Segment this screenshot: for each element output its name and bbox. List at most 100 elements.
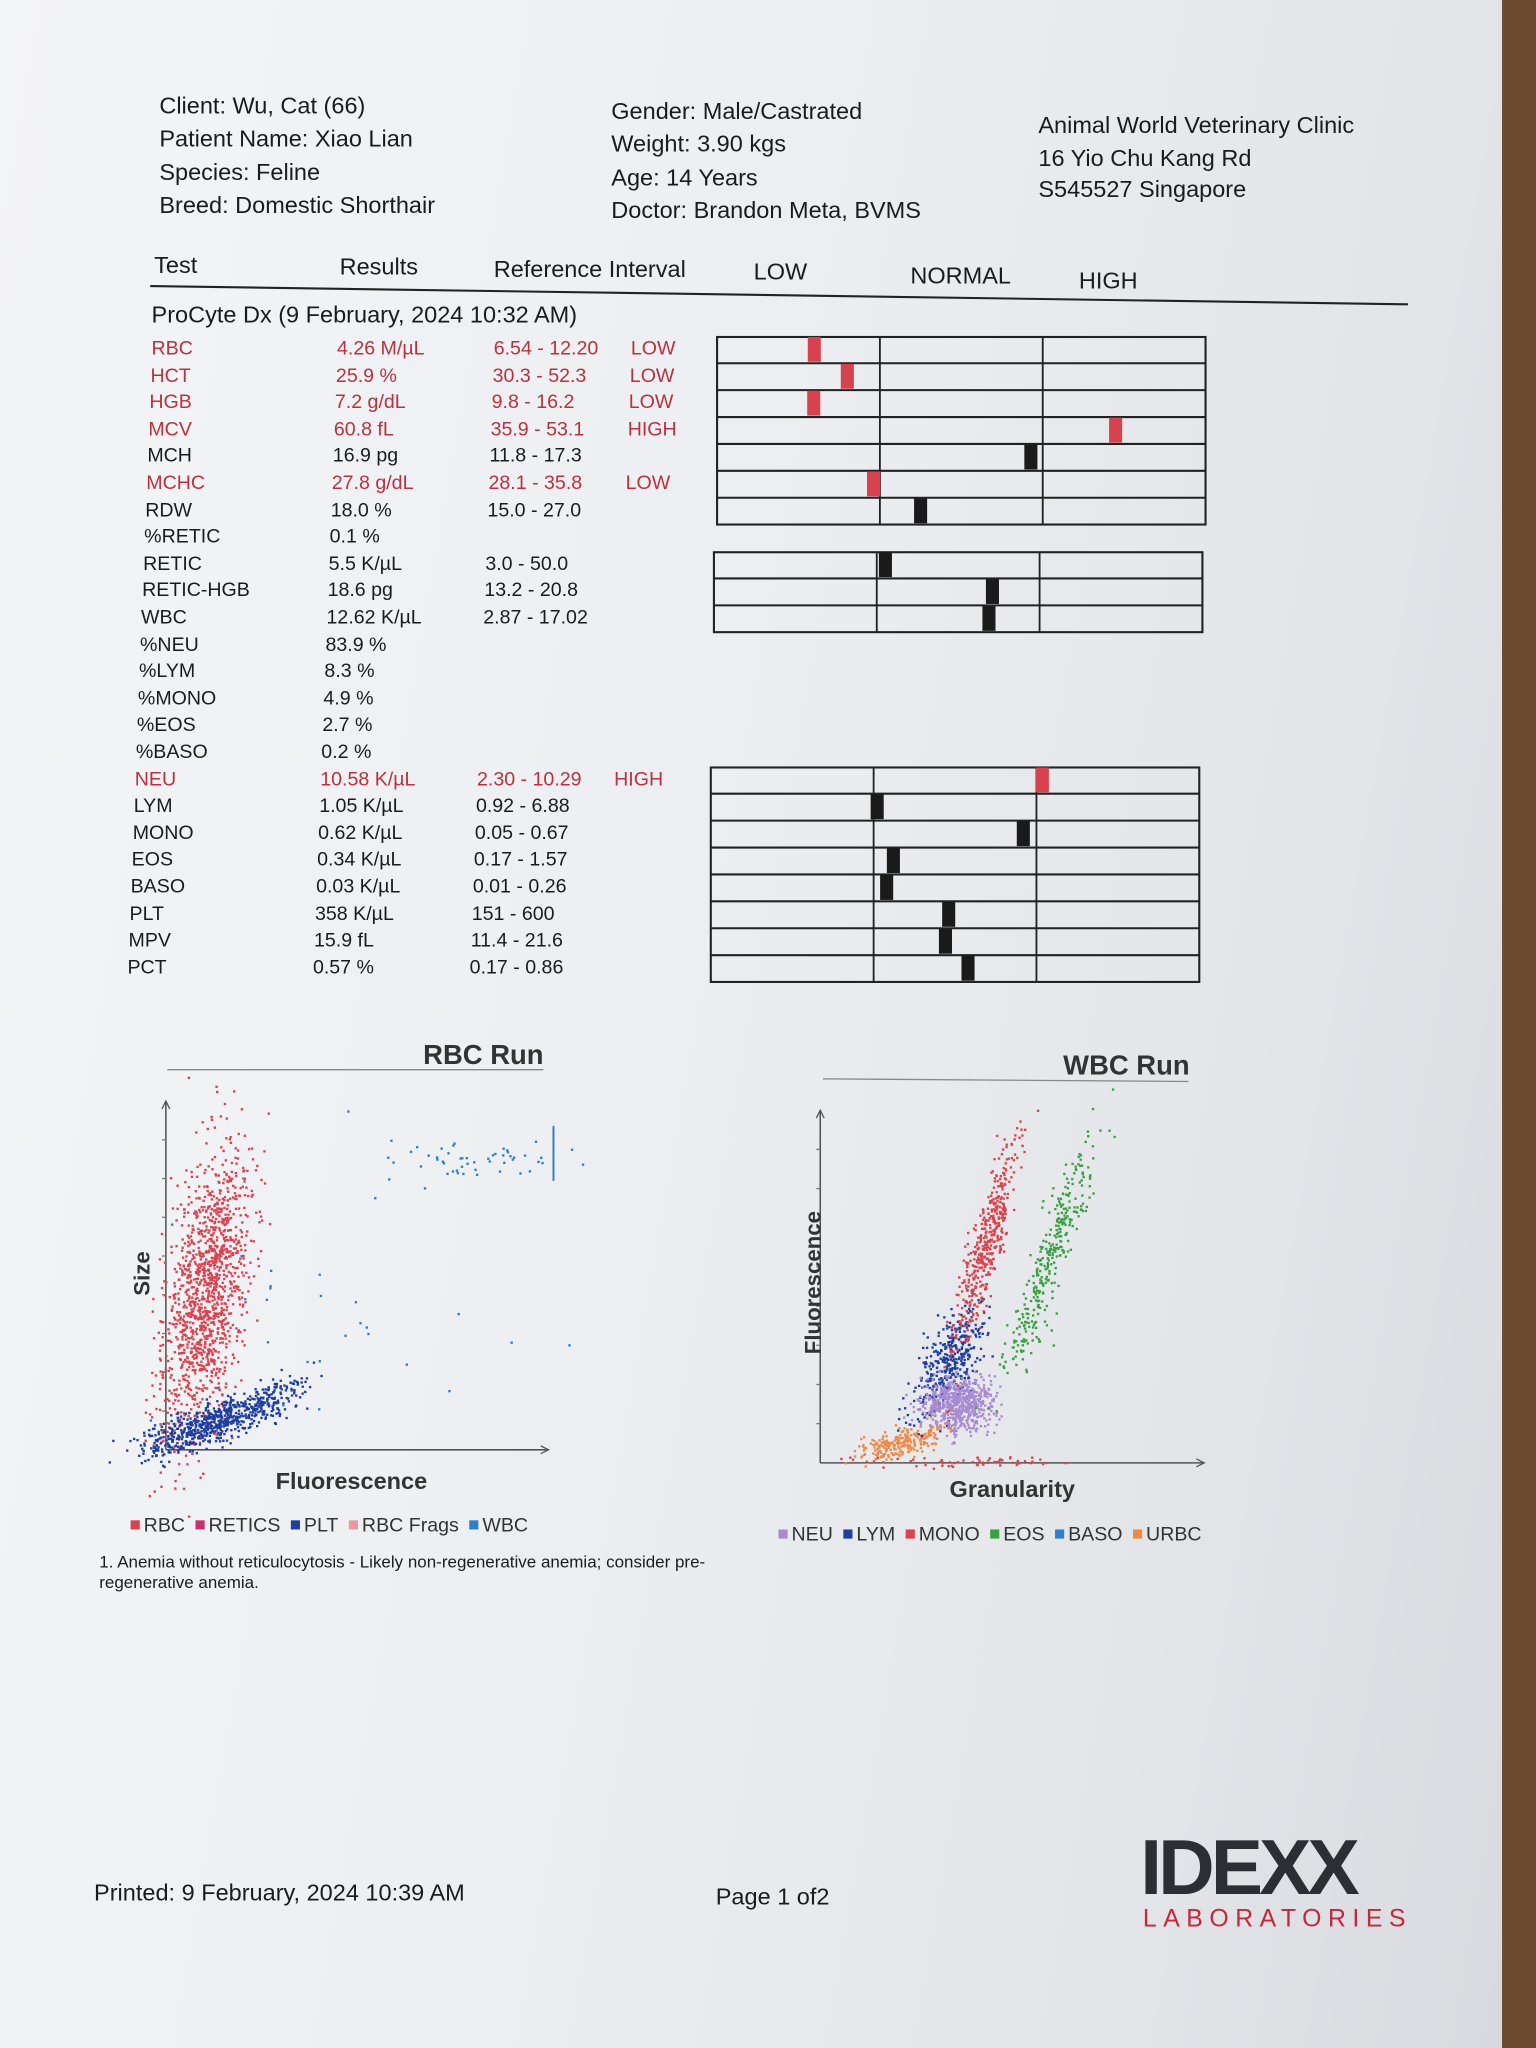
scatter-dot [219,1115,223,1118]
scatter-dot [963,1425,967,1428]
scatter-dot [176,1419,180,1422]
scatter-dot [933,1393,937,1396]
scatter-dot [552,1151,555,1154]
scatter-dot [144,1411,148,1414]
scatter-dot [180,1351,183,1355]
scatter-dot [876,1448,879,1451]
scatter-dot [919,1396,922,1399]
scatter-dot [230,1414,233,1418]
scatter-dot [223,1333,227,1337]
scatter-dot [203,1414,206,1417]
scatter-dot [240,1412,243,1415]
scatter-dot [245,1271,248,1274]
scatter-dot [223,1198,226,1202]
scatter-dot [980,1254,984,1257]
scatter-dot [237,1429,241,1433]
scatter-dot [213,1249,217,1252]
scatter-dot [889,1441,892,1445]
scatter-dot [990,1383,993,1386]
scatter-dot [980,1325,984,1329]
scatter-dot [213,1312,216,1315]
scatter-dot [1061,1218,1064,1221]
scatter-dot [184,1180,187,1184]
scatter-dot [207,1334,210,1338]
scatter-dot [266,1403,269,1406]
scatter-dot [212,1241,215,1244]
scatter-dot [153,1441,156,1445]
scatter-dot [204,1418,208,1422]
scatter-dot [1032,1296,1036,1299]
scatter-dot [981,1299,984,1302]
scatter-dot [201,1252,205,1256]
scatter-dot [229,1410,232,1413]
scatter-dot [202,1365,206,1368]
scatter-dot [208,1300,211,1303]
scatter-dot [197,1343,201,1346]
scatter-dot [184,1324,188,1327]
scatter-dot [218,1229,222,1232]
scatter-dot [165,1421,168,1425]
scatter-dot [236,1287,239,1291]
scatter-dot [218,1284,221,1288]
scatter-dot [213,1298,217,1301]
scatter-dot [221,1319,224,1322]
scatter-dot [215,1423,218,1426]
scatter-dot [912,1410,916,1414]
scatter-dot [216,1203,219,1206]
scatter-dot [958,1328,961,1331]
scatter-dot [1079,1164,1082,1168]
scatter-dot [194,1330,197,1333]
scatter-dot [166,1411,169,1414]
scatter-dot [249,1423,252,1426]
scatter-dot [194,1263,198,1266]
scatter-dot [1015,1350,1019,1353]
scatter-dot [201,1436,204,1440]
scatter-dot [194,1425,198,1428]
scatter-dot [1027,1279,1031,1283]
scatter-dot [200,1388,203,1391]
scatter-dot [964,1317,968,1320]
scatter-dot [1032,1323,1036,1327]
scatter-dot [983,1216,986,1219]
scatter-dot [996,1195,1000,1199]
scatter-dot [1073,1172,1076,1175]
scatter-dot [943,1376,947,1380]
scatter-dot [1064,1211,1068,1215]
scatter-dot [1001,1184,1005,1188]
scatter-dot [967,1285,970,1288]
scatter-dot [225,1439,229,1442]
scatter-dot [190,1395,194,1398]
scatter-dot [217,1298,220,1301]
scatter-dot [151,1310,154,1313]
scatter-dot [216,1246,219,1249]
scatter-dot [173,1267,177,1271]
scatter-dot [195,1277,198,1281]
scatter-dot [276,1399,280,1402]
scatter-dot [178,1383,181,1386]
scatter-dot [229,1255,232,1258]
scatter-dot [941,1378,944,1381]
scatter-dot [210,1274,214,1277]
scatter-dot [951,1340,954,1343]
scatter-dot [1061,1223,1064,1226]
test-name: %MONO [137,687,217,710]
scatter-dot [199,1437,202,1440]
scatter-dot [256,1408,259,1411]
result-marker [878,552,892,578]
scatter-dot [1048,1211,1051,1214]
scatter-dot [211,1168,214,1171]
scatter-dot [987,1273,990,1276]
scatter-dot [221,1420,225,1423]
scatter-dot [988,1374,991,1377]
scatter-dot [961,1306,964,1310]
scatter-dot [234,1186,237,1189]
scatter-dot [175,1395,178,1398]
test-result: 0.62 K/µL [318,821,403,845]
scatter-dot [913,1455,916,1459]
scatter-dot [1074,1210,1078,1213]
scatter-dot [963,1376,967,1380]
scatter-dot [950,1464,953,1468]
scatter-dot [236,1266,239,1270]
scatter-dot [1053,1234,1056,1237]
scatter-dot [312,1361,316,1364]
